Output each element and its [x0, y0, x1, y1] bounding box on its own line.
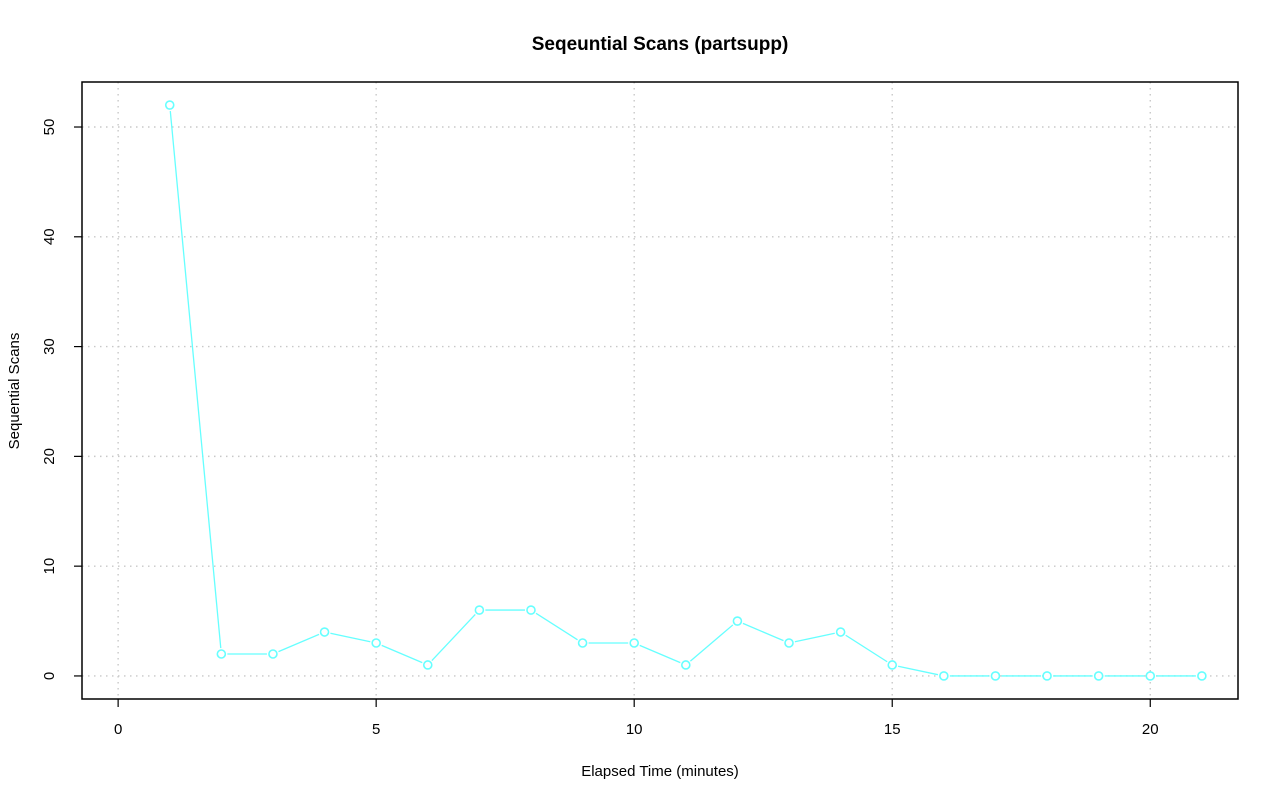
chart-title: Seqeuntial Scans (partsupp) — [532, 34, 789, 55]
series-line-segment — [689, 624, 734, 662]
series-line-segment — [381, 644, 423, 664]
plot-frame — [81, 81, 1239, 700]
x-tick-label: 5 — [372, 721, 380, 738]
data-point — [577, 638, 588, 648]
y-tick-label: 50 — [41, 119, 58, 136]
series-layer — [164, 100, 1207, 681]
series-line-segment — [794, 632, 835, 643]
data-point — [681, 660, 691, 670]
series-line-segment — [639, 644, 681, 664]
data-point — [268, 649, 278, 659]
data-point — [1042, 671, 1052, 681]
data-point — [216, 649, 227, 659]
data-point — [939, 671, 949, 681]
y-tick-label: 30 — [41, 338, 58, 355]
grid — [82, 82, 1238, 699]
data-point — [474, 605, 485, 615]
x-tick-label: 15 — [884, 721, 901, 738]
x-tick-label: 10 — [626, 721, 643, 738]
data-point — [784, 638, 794, 648]
y-tick-label: 20 — [41, 448, 58, 465]
data-point — [371, 638, 381, 648]
data-point — [526, 605, 536, 615]
series-line-segment — [169, 110, 222, 649]
series-line-segment — [431, 613, 476, 662]
series-line-segment — [330, 632, 371, 643]
x-tick-label: 20 — [1142, 721, 1159, 738]
data-point — [1197, 671, 1207, 681]
data-point — [835, 627, 846, 637]
data-point — [732, 616, 743, 626]
y-axis-label: Sequential Scans — [6, 333, 23, 450]
series-line-segment — [845, 634, 888, 663]
x-axis-label: Elapsed Time (minutes) — [581, 763, 739, 780]
series-line-segment — [897, 665, 939, 676]
y-tick-label: 40 — [41, 228, 58, 245]
x-tick-label: 0 — [114, 721, 122, 738]
data-point — [1093, 671, 1104, 681]
axes: 0 5 10 15 20 0 10 20 30 40 50 — [41, 119, 1159, 738]
y-tick-label: 0 — [41, 672, 58, 680]
series-line-segment — [535, 612, 578, 641]
data-point — [1145, 671, 1156, 681]
series-line-segment — [742, 622, 784, 642]
data-point — [990, 671, 1001, 681]
y-tick-label: 10 — [41, 558, 58, 575]
data-point — [422, 660, 433, 670]
data-point — [319, 627, 330, 637]
data-point — [887, 660, 898, 670]
data-point — [164, 100, 175, 110]
data-point — [629, 638, 639, 648]
series-line-segment — [278, 633, 320, 653]
